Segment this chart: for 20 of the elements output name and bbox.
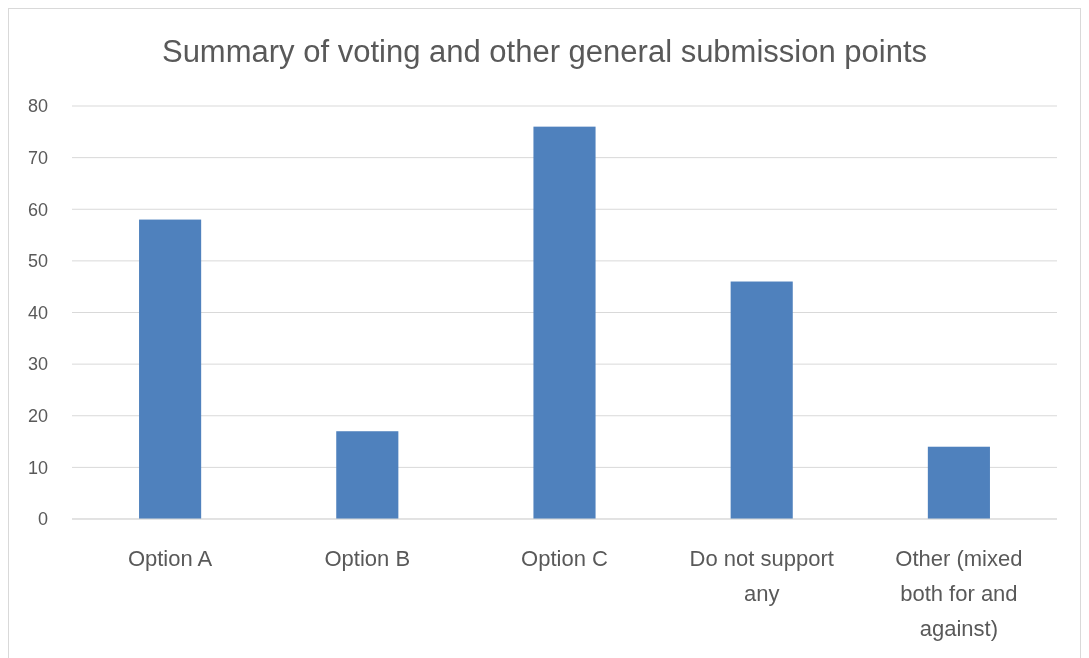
y-tick-label: 40 [27,302,48,323]
bar [336,431,399,519]
chart-title: Summary of voting and other general submission points [161,34,928,69]
y-tick-label: 60 [27,199,48,220]
x-tick-label: Do not support any [689,546,834,606]
y-tick-label: 70 [27,147,48,168]
y-tick-label: 50 [27,251,48,272]
x-tick-label: Option A [127,546,213,571]
bar [533,126,596,519]
y-tick-label: 20 [27,406,48,427]
bar [730,281,793,519]
x-tick-label: Other (mixed both for and against) [895,546,1023,641]
bar [927,446,990,519]
y-tick-label: 30 [27,354,48,375]
x-tick-label: Option B [324,546,411,571]
x-tick-label: Option C [521,546,609,571]
y-tick-label: 0 [37,509,48,530]
bar [139,219,202,519]
y-tick-label: 10 [27,457,48,478]
y-tick-label: 80 [27,96,48,117]
